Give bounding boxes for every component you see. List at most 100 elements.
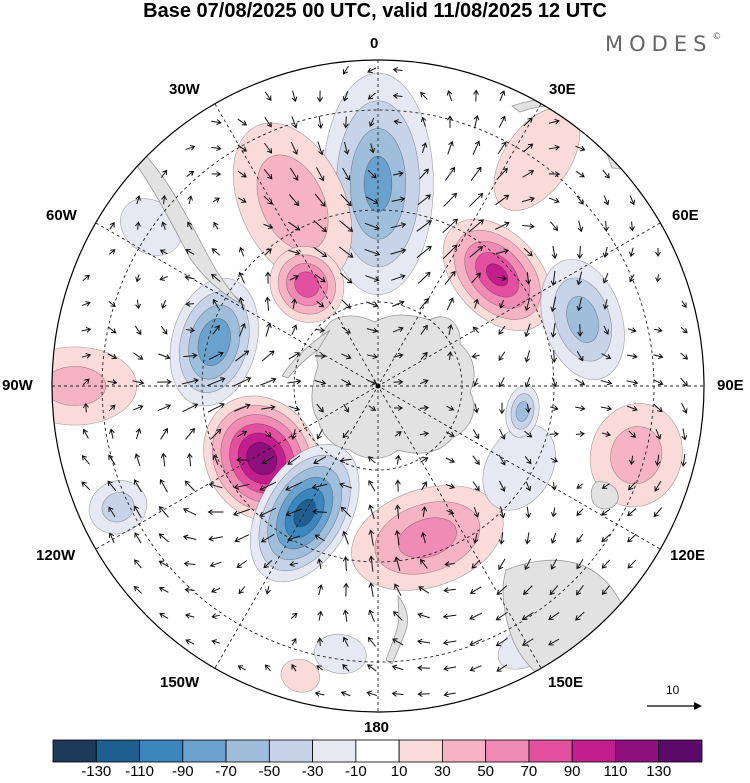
- wind-vector-arrow: [653, 404, 663, 413]
- wind-vector-arrow: [211, 613, 220, 619]
- wind-vector-arrow: [495, 637, 508, 647]
- wind-vector-arrow: [550, 457, 559, 463]
- wind-vector-arrow: [285, 508, 302, 517]
- brand-name: MODES: [605, 32, 713, 56]
- wind-vector-arrow: [237, 665, 246, 671]
- wind-vector-arrow: [576, 271, 583, 286]
- wind-vector-arrow: [551, 350, 558, 363]
- wind-vector-arrow: [158, 353, 171, 360]
- wind-vector-arrow: [312, 508, 327, 515]
- wind-vector-arrow: [184, 480, 196, 492]
- wind-vector-arrow: [473, 114, 480, 129]
- wind-vector-arrow: [160, 427, 168, 440]
- wind-vector-arrow: [498, 325, 506, 335]
- wind-vector-arrow: [394, 583, 402, 597]
- colorbar-tick-label: 90: [563, 763, 581, 780]
- wind-vector-arrow: [550, 296, 557, 313]
- negative-anomaly-center: [314, 633, 367, 674]
- wind-vector-arrow: [311, 483, 328, 490]
- wind-vector-arrow: [550, 405, 559, 411]
- wind-vector-arrow: [107, 379, 118, 386]
- wind-vector-arrow: [237, 170, 247, 178]
- positive-anomaly-center: [442, 218, 552, 331]
- wind-vector-arrow: [290, 428, 297, 440]
- wind-vector-arrow: [576, 559, 584, 570]
- wind-vector-arrow: [209, 561, 222, 568]
- wind-vector-arrow: [549, 431, 560, 437]
- wind-vector-arrow: [575, 611, 585, 621]
- meridian-label-60e: 60E: [672, 207, 699, 224]
- wind-vector-arrow: [237, 430, 248, 438]
- wind-vector-arrow: [393, 405, 404, 411]
- wind-vector-arrow: [419, 405, 430, 411]
- wind-vector-arrow: [445, 483, 456, 489]
- wind-vector-arrow: [313, 456, 327, 465]
- wind-vector-arrow: [447, 324, 454, 336]
- wind-vector-arrow: [524, 377, 531, 388]
- wind-vector-arrow: [158, 533, 169, 543]
- anomaly-contour: [397, 517, 457, 559]
- wind-vector-arrow: [107, 353, 118, 360]
- wind-vector-arrow: [364, 248, 381, 257]
- wind-vector-arrow: [285, 481, 303, 491]
- wind-vector-arrow: [366, 690, 377, 697]
- colorbar-tick-label: 50: [477, 763, 494, 780]
- wind-vector-arrow: [496, 585, 508, 596]
- wind-vector-arrow: [108, 454, 116, 466]
- wind-vector-arrow: [499, 402, 505, 415]
- wind-vector-arrow: [601, 431, 612, 437]
- wind-vector-arrow: [83, 402, 89, 413]
- wind-vector-arrow: [499, 506, 506, 519]
- wind-vector-arrow: [628, 327, 637, 333]
- wind-vector-arrow: [81, 353, 92, 359]
- wind-vector-arrow: [576, 585, 584, 596]
- wind-vector-arrow: [472, 532, 479, 544]
- anomaly-contour: [314, 633, 367, 674]
- wind-vector-field: [81, 65, 689, 698]
- wind-vector-arrow: [340, 690, 351, 697]
- wind-vector-arrow: [289, 561, 298, 567]
- colorbar-tick-label: 110: [603, 763, 628, 780]
- wind-vector-arrow: [290, 612, 298, 620]
- wind-vector-arrow: [390, 222, 407, 229]
- wind-vector-arrow: [181, 378, 199, 385]
- wind-vector-arrow: [654, 454, 661, 467]
- wind-vector-arrow: [420, 558, 428, 569]
- wind-vector-arrow: [210, 428, 222, 440]
- wind-vector-arrow: [494, 221, 510, 230]
- wind-vector-arrow: [576, 533, 584, 543]
- wind-vector-arrow: [468, 219, 484, 233]
- colorbar-swatch: [95, 739, 140, 763]
- colorbar-tick-label: -130: [81, 763, 112, 780]
- wind-vector-arrow: [442, 639, 457, 646]
- wind-vector-arrow: [159, 275, 168, 281]
- wind-vector-arrow: [416, 220, 432, 232]
- wind-vector-arrow: [495, 611, 508, 621]
- wind-vector-arrow: [417, 271, 431, 285]
- wind-vector-arrow: [393, 610, 403, 621]
- wind-vector-arrow: [238, 586, 246, 595]
- wind-vector-arrow: [135, 274, 141, 283]
- map-disc: [52, 60, 704, 712]
- wind-vector-arrow: [159, 612, 169, 619]
- colorbar-swatch: [139, 739, 184, 763]
- wind-vector-arrow: [367, 456, 376, 464]
- wind-vector-arrow: [523, 143, 534, 153]
- wind-vector-arrow: [234, 534, 250, 543]
- wind-vector-arrow: [442, 244, 458, 260]
- wind-vector-arrow: [550, 532, 557, 544]
- wind-vector-arrow: [213, 221, 219, 230]
- colorbar-swatch: [225, 739, 270, 763]
- wind-vector-arrow: [524, 532, 531, 545]
- wind-vector-arrow: [365, 275, 380, 282]
- wind-vector-arrow: [161, 299, 167, 309]
- wind-vector-arrow: [366, 327, 379, 334]
- wind-vector-arrow: [135, 428, 142, 440]
- positive-anomaly-center: [280, 658, 321, 693]
- wind-vector-arrow: [600, 379, 613, 386]
- wind-vector-arrow: [471, 353, 480, 359]
- wind-vector-arrow: [390, 248, 407, 255]
- colorbar-tick-label: 30: [434, 763, 451, 780]
- wind-vector-arrow: [341, 299, 351, 309]
- wind-vector-arrow: [421, 481, 427, 491]
